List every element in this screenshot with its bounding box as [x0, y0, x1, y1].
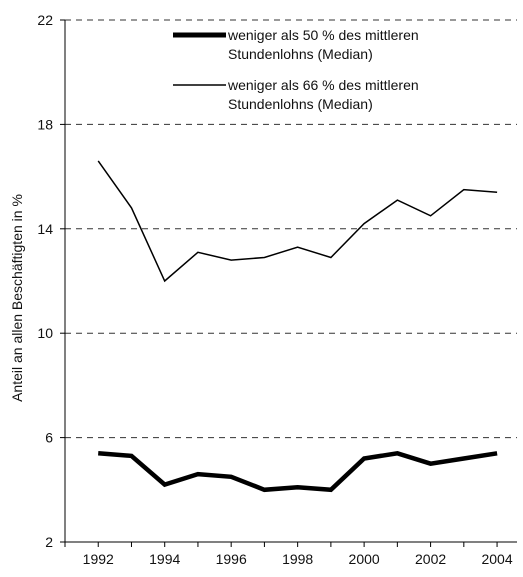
- legend-label: weniger als 66 % des mittleren: [227, 77, 419, 93]
- y-tick-label: 22: [37, 12, 53, 28]
- x-tick-label: 2000: [349, 551, 380, 567]
- x-tick-label: 1992: [83, 551, 114, 567]
- series-layer: [97, 160, 498, 493]
- legend-label: Stundenlohns (Median): [228, 46, 373, 62]
- y-axis-title: Anteil an allen Beschäftigten in %: [9, 194, 25, 402]
- series-line-1: [98, 450, 498, 493]
- legend-label: weniger als 50 % des mittleren: [227, 27, 419, 43]
- legend-bg: [171, 23, 471, 65]
- x-tick-label: 2004: [481, 551, 512, 567]
- y-tick-label: 6: [45, 430, 53, 446]
- y-tick-label: 18: [37, 116, 53, 132]
- y-tick-label: 10: [37, 325, 53, 341]
- x-tick-label: 1994: [149, 551, 180, 567]
- axes: 2 6 10 14 18 22 1992 1994 1996 1998 2000 2002 2004: [37, 12, 517, 567]
- legend-bg: [171, 73, 471, 115]
- y-tick-label: 14: [37, 221, 53, 237]
- legend: weniger als 50 % des mittleren Stundenloh…: [171, 23, 471, 115]
- series-line-2: [97, 160, 498, 283]
- x-tick-label: 1998: [282, 551, 313, 567]
- y-tick-label: 2: [45, 534, 53, 550]
- grid-lines: [65, 19, 517, 439]
- legend-label: Stundenlohns (Median): [228, 96, 373, 112]
- x-tick-label: 2002: [415, 551, 446, 567]
- x-tick-label: 1996: [216, 551, 247, 567]
